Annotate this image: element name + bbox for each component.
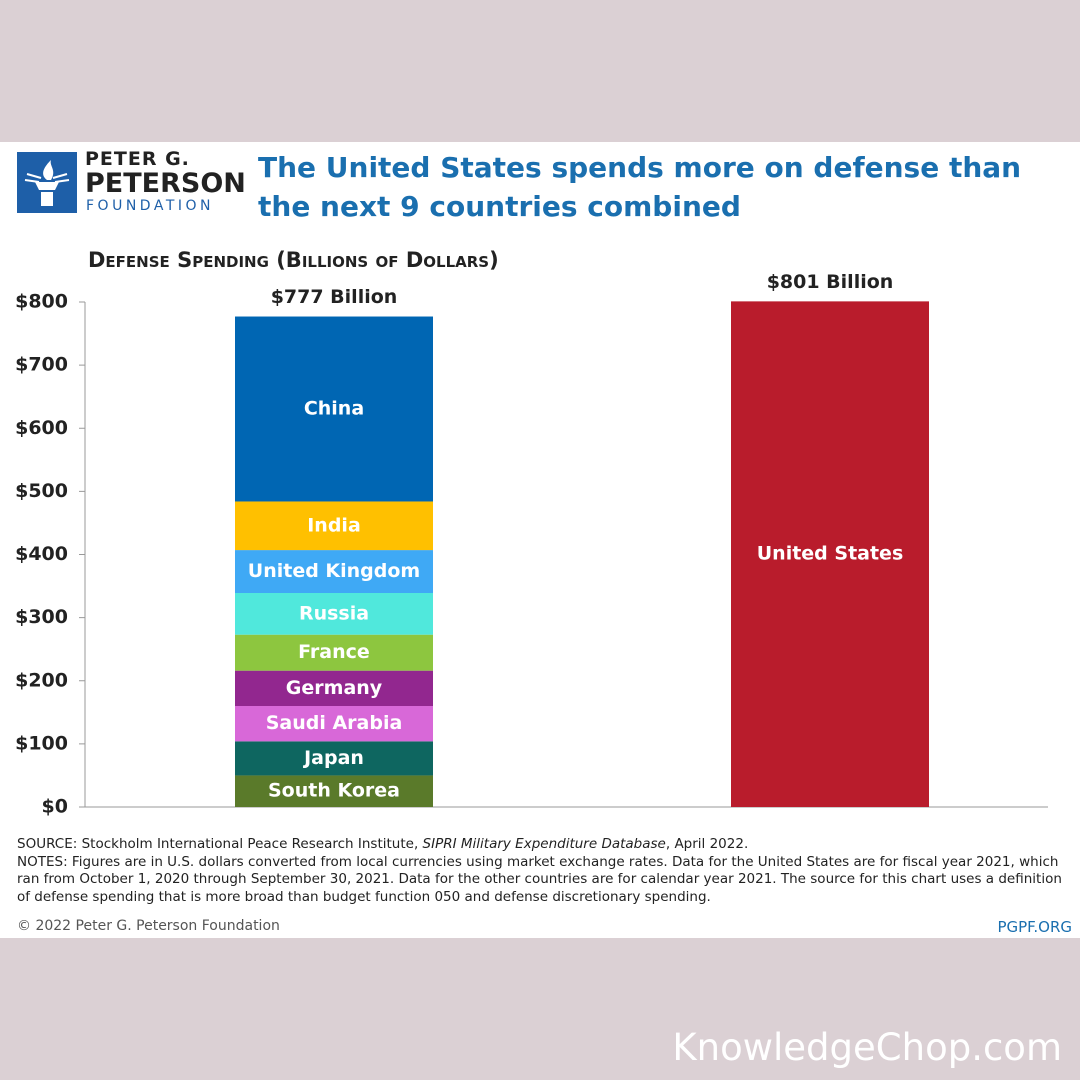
chart: $0 $100 $200 $300 $400 $500 $600 $700 $800 South … bbox=[15, 271, 1048, 818]
bar-segment bbox=[235, 593, 433, 635]
logo-line: FOUNDATION bbox=[86, 198, 214, 214]
y-tick-label: $300 bbox=[15, 606, 68, 628]
y-tick-label: $0 bbox=[42, 796, 68, 818]
logo-line: PETER G. bbox=[85, 148, 190, 170]
bar-segment bbox=[235, 775, 433, 807]
source-title: SIPRI Military Expenditure Database bbox=[422, 836, 666, 852]
bar-segment bbox=[731, 301, 929, 807]
bar-segment bbox=[235, 741, 433, 776]
source-text: SOURCE: Stockholm International Peace Re… bbox=[17, 836, 423, 852]
y-tick-label: $500 bbox=[15, 480, 68, 502]
copyright: © 2022 Peter G. Peterson Foundation bbox=[17, 918, 280, 934]
y-tick-label: $600 bbox=[15, 417, 68, 439]
footnotes: SOURCE: Stockholm International Peace Re… bbox=[17, 836, 1067, 906]
segment-label: Russia bbox=[299, 602, 369, 624]
y-tick-label: $100 bbox=[15, 732, 68, 754]
segment-label: France bbox=[298, 641, 370, 663]
segment-label: Saudi Arabia bbox=[266, 712, 403, 734]
bar-segment bbox=[235, 550, 433, 594]
y-tick-label: $800 bbox=[15, 291, 68, 313]
segment-label: China bbox=[304, 397, 364, 419]
segment-label: United Kingdom bbox=[248, 560, 420, 582]
segment-label: United States bbox=[757, 543, 904, 565]
segment-label: Japan bbox=[302, 747, 364, 769]
bar-segment bbox=[235, 316, 433, 502]
site: PGPF.ORG bbox=[997, 918, 1072, 936]
source: SOURCE: Stockholm International Peace Re… bbox=[17, 836, 1067, 854]
bar-segment bbox=[235, 670, 433, 706]
y-tick-label: $700 bbox=[15, 354, 68, 376]
bar-segment bbox=[235, 634, 433, 671]
bar-segment bbox=[235, 706, 433, 742]
segment-label: Germany bbox=[286, 677, 383, 699]
logo-line: PETERSON bbox=[85, 168, 246, 199]
logo-icon bbox=[17, 152, 77, 213]
chart-title: The United States spends more on defense… bbox=[258, 151, 1022, 223]
value-label: $801 Billion bbox=[767, 271, 894, 293]
bar-segment bbox=[235, 501, 433, 551]
notes: NOTES: Figures are in U.S. dollars conve… bbox=[17, 853, 1062, 905]
segment-label: South Korea bbox=[268, 780, 400, 802]
y-tick-label: $200 bbox=[15, 669, 68, 691]
segment-label: India bbox=[307, 514, 361, 536]
watermark: KnowledgeChop.com bbox=[672, 1026, 1062, 1069]
total-label: $777 Billion bbox=[271, 286, 398, 308]
source-text: , April 2022. bbox=[665, 836, 749, 852]
y-tick-label: $400 bbox=[15, 543, 68, 565]
axis-title: Defense Spending (Billions of Dollars) bbox=[88, 248, 499, 272]
